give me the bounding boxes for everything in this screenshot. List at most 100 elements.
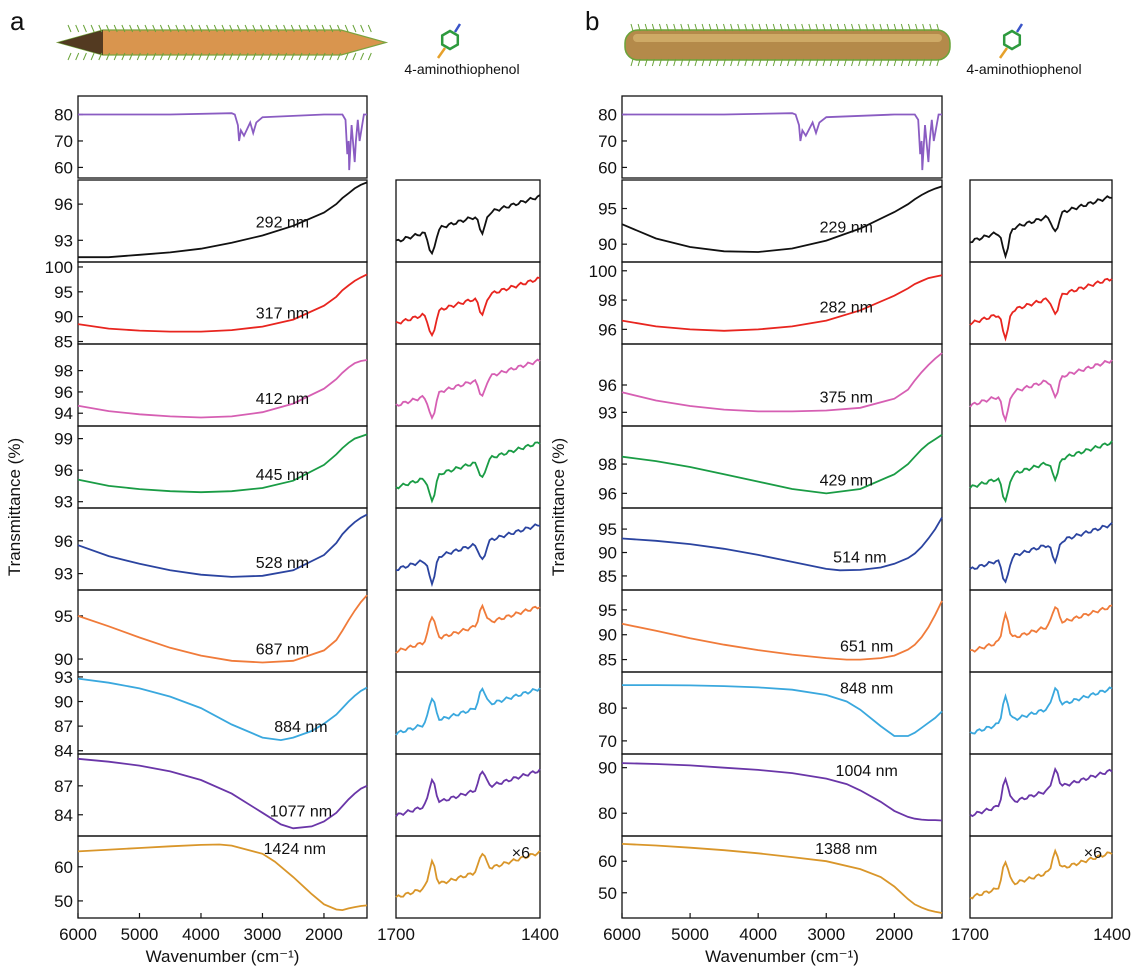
ligand-stroke xyxy=(229,24,234,33)
inset-scale-note: ×6 xyxy=(512,845,530,862)
inset-subplot-frame xyxy=(969,343,1113,427)
series-label: 1004 nm xyxy=(836,763,898,780)
ligand-stroke xyxy=(730,23,734,32)
ligand-stroke xyxy=(75,24,80,33)
ligand-stroke xyxy=(936,23,940,32)
ligand-stroke xyxy=(829,58,833,67)
series-label: 514 nm xyxy=(833,549,886,566)
ligand-stroke xyxy=(260,52,264,61)
x-tick-label: 6000 xyxy=(59,925,97,944)
panel-letter: b xyxy=(585,6,599,36)
ligand-stroke xyxy=(275,52,280,61)
ligand-stroke xyxy=(886,23,890,32)
benzene-ring xyxy=(1002,29,1022,51)
y-tick-label: 87 xyxy=(54,777,73,796)
inset-spectrum-line xyxy=(395,850,541,898)
ligand-stroke xyxy=(929,58,933,67)
y-tick-label: 60 xyxy=(54,858,73,877)
inset-subplot-frame xyxy=(395,425,541,509)
inset-spectrum-line xyxy=(395,603,541,654)
ligand-stroke xyxy=(82,24,87,33)
ligand-stroke xyxy=(772,58,776,67)
ligand-stroke xyxy=(843,58,847,67)
y-tick-label: 93 xyxy=(54,493,73,512)
spectrum-line xyxy=(77,757,368,830)
ligand-stroke xyxy=(637,23,641,32)
ligand-stroke xyxy=(98,52,103,61)
inset-spectrum-line xyxy=(395,276,541,338)
ligand-stroke xyxy=(758,23,762,32)
ligand-stroke xyxy=(900,58,904,67)
spectrum-line xyxy=(77,594,368,664)
inset-spectrum-line xyxy=(969,277,1113,342)
main-subplot-frame xyxy=(621,343,943,427)
main-subplot-frame xyxy=(77,425,368,509)
main-subplot-frame xyxy=(621,589,943,673)
inset-spectrum-line xyxy=(395,768,541,817)
ligand-stroke xyxy=(879,23,883,32)
ligand-stroke xyxy=(206,24,211,33)
ligand-stroke xyxy=(344,24,349,33)
spectrum-line xyxy=(621,185,943,253)
series-label: 445 nm xyxy=(256,467,309,484)
ligand-stroke xyxy=(306,24,311,33)
ligand-stroke xyxy=(360,52,365,61)
ligand-stroke xyxy=(198,24,203,33)
ligand-stroke xyxy=(213,24,218,33)
ligand-stroke xyxy=(915,23,919,32)
ligand-stroke xyxy=(701,58,705,67)
y-tick-label: 70 xyxy=(598,732,617,751)
ligand-stroke xyxy=(779,23,783,32)
ligand-stroke xyxy=(152,52,157,61)
ligand-stroke xyxy=(190,52,195,61)
ligand-stroke xyxy=(144,24,149,33)
ligand-stroke xyxy=(751,23,755,32)
x-axis-label: Wavenumber (cm⁻¹) xyxy=(146,947,300,966)
thiol-bond xyxy=(436,47,447,59)
ligand-stroke xyxy=(907,58,911,67)
inset-spectrum-line xyxy=(970,604,1113,653)
ligand-stroke xyxy=(708,58,712,67)
ligand-stroke xyxy=(313,24,318,33)
ligand-stroke xyxy=(367,52,372,61)
ligand-stroke xyxy=(865,58,869,67)
ligand-stroke xyxy=(236,24,241,33)
inset-x-tick-label: 1700 xyxy=(951,925,989,944)
inset-spectrum-line xyxy=(395,358,541,421)
ligand-stroke xyxy=(298,52,303,61)
ligand-stroke xyxy=(136,52,141,61)
ligand-stroke xyxy=(221,24,226,33)
rod-highlight xyxy=(633,34,942,42)
ligand-stroke xyxy=(630,23,634,32)
y-tick-label: 85 xyxy=(598,567,617,586)
molecule-icon xyxy=(436,23,462,59)
ligand-stroke xyxy=(829,23,833,32)
y-tick-label: 96 xyxy=(54,532,73,551)
spectrum-line xyxy=(77,273,368,333)
ligand-stroke xyxy=(687,23,691,32)
ligand-stroke xyxy=(815,58,819,67)
main-subplot-frame xyxy=(621,671,943,755)
inset-subplot-frame xyxy=(969,589,1113,673)
inset-spectrum-line xyxy=(395,441,541,504)
inset-spectrum-line xyxy=(969,686,1113,735)
spectrum-line xyxy=(622,684,943,737)
ligand-stroke xyxy=(708,23,712,32)
main-subplot-frame xyxy=(77,95,368,179)
ligand-stroke xyxy=(680,58,684,67)
thiol-bond xyxy=(998,47,1009,59)
y-tick-label: 80 xyxy=(598,106,617,125)
ligand-stroke xyxy=(900,23,904,32)
x-tick-label: 2000 xyxy=(305,925,343,944)
y-tick-label: 90 xyxy=(54,308,73,327)
y-tick-label: 90 xyxy=(598,759,617,778)
spectrum-line xyxy=(77,359,368,419)
ligand-stroke xyxy=(843,23,847,32)
ligand-stroke xyxy=(113,24,118,33)
ligand-stroke xyxy=(298,24,303,33)
panel-letter: a xyxy=(10,6,25,36)
ligand-stroke xyxy=(90,24,95,33)
main-subplot-frame xyxy=(77,753,368,837)
ligand-stroke xyxy=(67,52,72,61)
y-tick-label: 85 xyxy=(598,651,617,670)
